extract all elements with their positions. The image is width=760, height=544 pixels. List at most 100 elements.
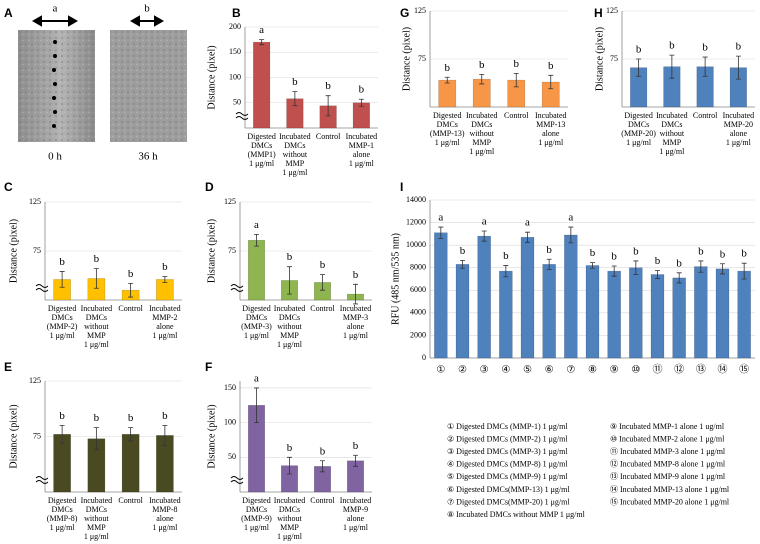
error-bar <box>460 259 465 269</box>
panel-label: F <box>205 360 212 374</box>
x-tick-label: 1 μg/ml <box>659 147 685 156</box>
axis-break <box>230 476 244 484</box>
caption: 36 h <box>138 151 158 163</box>
x-tick-label: Control <box>310 304 335 313</box>
x-tick-label: MMP <box>472 138 491 147</box>
significance-label: b <box>445 62 451 74</box>
error-bar <box>548 74 554 90</box>
y-tick-label: 0 <box>422 353 426 362</box>
bar <box>564 234 578 359</box>
arrow-label: a <box>53 3 58 15</box>
x-tick-label: DMCs <box>471 120 492 129</box>
error-bar <box>254 387 259 424</box>
x-tick-label: Control <box>310 496 335 505</box>
x-tick-label: ⑭ <box>718 363 728 375</box>
y-axis-label: Distance (pixel) <box>206 45 217 109</box>
error-bar <box>481 230 487 242</box>
x-tick-label: 1 μg/ml <box>152 331 178 340</box>
significance-label: b <box>320 259 326 271</box>
x-tick-label: MMP <box>87 523 106 532</box>
y-tick-label: 100 <box>224 417 236 426</box>
y-tick-label: 125 <box>606 6 618 15</box>
y-tick-label: 10000 <box>406 240 426 249</box>
x-tick-label: alone <box>156 322 174 331</box>
x-tick-label: (MMP-3) <box>241 322 272 331</box>
x-tick-label: MMP <box>87 331 106 340</box>
x-tick-label: MMP <box>280 331 299 340</box>
significance-label: a <box>254 372 259 384</box>
x-tick-label: Control <box>118 304 143 313</box>
y-tick-label: 200 <box>229 22 241 31</box>
x-tick-label: Control <box>316 132 341 141</box>
y-tick-label: 2000 <box>410 330 426 339</box>
bar <box>438 79 457 108</box>
x-tick-label: DMCs <box>86 505 107 514</box>
x-tick-label: Incubated <box>81 496 113 505</box>
bar <box>585 265 600 359</box>
x-tick-label: ② <box>458 364 467 375</box>
significance-label: b <box>353 269 359 281</box>
x-tick-label: alone <box>347 322 365 331</box>
x-tick-label: ⑫ <box>674 363 684 375</box>
significance-label: b <box>590 247 596 259</box>
x-tick-label: Control <box>504 111 529 120</box>
x-tick-label: MMP-8 <box>152 505 177 514</box>
x-tick-label: Incubated <box>535 111 567 120</box>
error-bar <box>655 270 660 279</box>
error-bar <box>320 460 325 473</box>
y-tick-label: 100 <box>229 72 241 81</box>
x-tick-label: Incubated <box>274 496 306 505</box>
y-tick-label: 125 <box>29 197 41 206</box>
legend-entry: ③ Digested DMCs (MMP-3) 1 μg/ml <box>447 447 568 456</box>
axis-break <box>35 476 49 484</box>
significance-label: b <box>698 245 704 257</box>
x-tick-label: Incubated <box>346 132 378 141</box>
significance-label: a <box>525 217 530 229</box>
x-tick-label: Incubated <box>340 304 372 313</box>
panel-label: G <box>400 6 409 20</box>
error-bar <box>479 73 485 85</box>
error-bar <box>702 56 708 77</box>
x-tick-label: MMP-9 <box>343 505 368 514</box>
x-tick-label: Digested <box>48 304 76 313</box>
x-tick-label: Digested <box>242 496 270 505</box>
x-tick-label: Incubated <box>723 111 755 120</box>
error-bar <box>259 39 265 46</box>
panel-a: A a b 0 h 36 h <box>4 3 187 163</box>
x-tick-label: MMP-2 <box>152 313 177 322</box>
bar <box>607 270 621 359</box>
significance-label: b <box>359 84 365 96</box>
significance-label: b <box>128 268 134 280</box>
y-tick-label: 75 <box>418 54 426 63</box>
significance-label: a <box>259 24 264 36</box>
x-tick-label: 1 μg/ml <box>84 340 110 349</box>
bar <box>121 434 140 493</box>
x-tick-label: MMP-20 <box>724 120 753 129</box>
x-tick-label: ④ <box>501 364 510 375</box>
x-tick-label: Control <box>693 111 718 120</box>
x-tick-label: without <box>84 514 109 523</box>
bar <box>629 267 643 359</box>
y-tick-label: 8000 <box>410 263 426 272</box>
panel-label: B <box>232 6 241 20</box>
significance-label: b <box>676 257 682 269</box>
x-tick-label: Digested <box>48 496 76 505</box>
significance-label: b <box>94 412 100 424</box>
x-tick-label: alone <box>156 514 174 523</box>
y-tick-label: 75 <box>228 246 236 255</box>
x-tick-label: ⑤ <box>523 364 532 375</box>
legend-entry: ② Digested DMCs (MMP-2) 1 μg/ml <box>447 434 568 443</box>
x-tick-label: DMCs <box>279 313 300 322</box>
bar <box>434 232 448 359</box>
x-tick-label: without <box>277 322 302 331</box>
panel-label: C <box>4 180 13 194</box>
x-tick-label: without <box>470 129 495 138</box>
panel-label: I <box>400 180 403 194</box>
significance-label: a <box>254 219 259 231</box>
axis-break <box>230 284 244 292</box>
x-tick-label: 1 μg/ml <box>277 340 303 349</box>
bar <box>737 270 751 359</box>
x-tick-label: 1 μg/ml <box>343 331 369 340</box>
x-tick-label: DMCs <box>246 313 267 322</box>
legend-entry: ⑪ Incubated MMP-3 alone 1 μg/ml <box>610 447 726 456</box>
